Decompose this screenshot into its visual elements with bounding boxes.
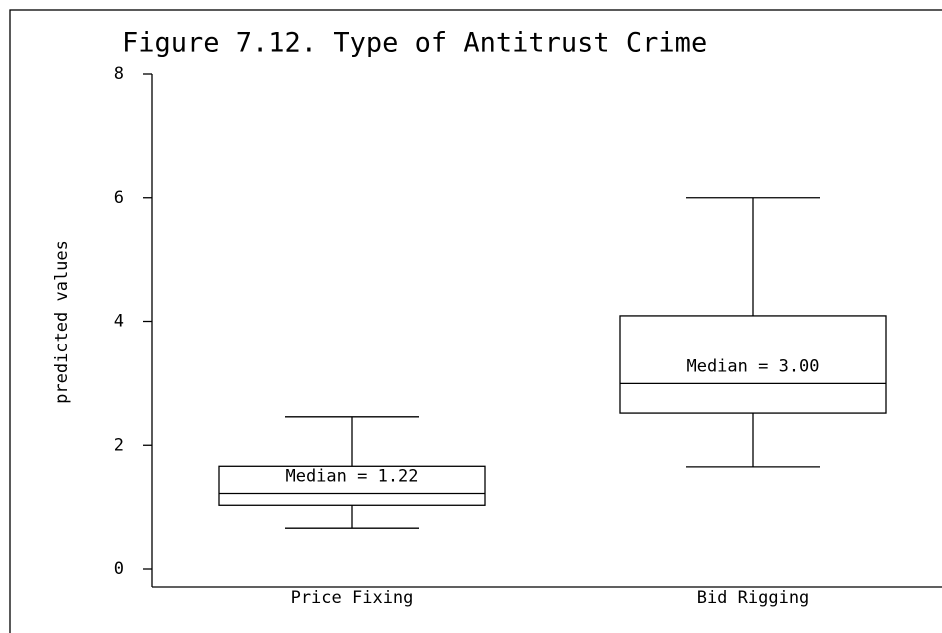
- y-axis-label: predicted values: [52, 240, 72, 404]
- y-tick-label: 4: [114, 312, 124, 332]
- median-label: Median = 1.22: [285, 467, 418, 487]
- median-label: Median = 3.00: [686, 356, 819, 376]
- y-tick-label: 8: [114, 64, 124, 84]
- y-tick-label: 6: [114, 188, 124, 208]
- chart-title: Figure 7.12. Type of Antitrust Crime: [122, 28, 707, 59]
- box: [619, 315, 887, 414]
- box: [218, 465, 486, 506]
- y-tick-label: 2: [114, 435, 124, 455]
- frame: [9, 9, 942, 633]
- x-tick-label: Price Fixing: [291, 588, 414, 608]
- x-tick-label: Bid Rigging: [697, 588, 810, 608]
- y-tick-label: 0: [114, 559, 124, 579]
